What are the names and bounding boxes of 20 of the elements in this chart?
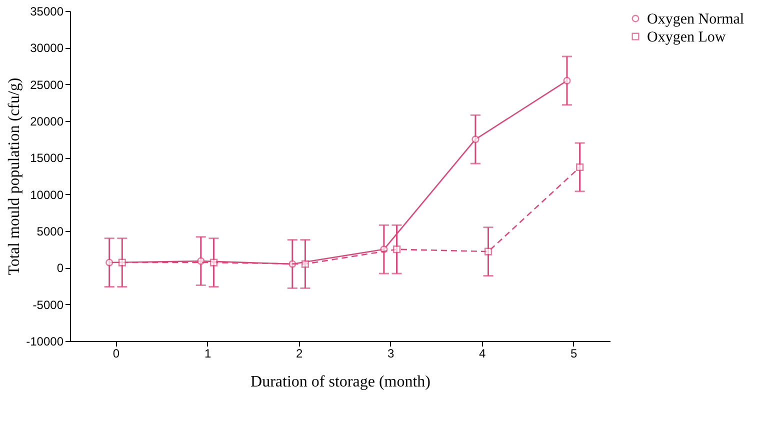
x-tick-label: 5 — [570, 346, 578, 360]
legend-label: Oxygen Low — [647, 30, 726, 46]
x-tick-label: 2 — [296, 346, 303, 360]
legend-label: Oxygen Normal — [647, 12, 744, 28]
y-tick-label: 35000 — [30, 4, 64, 18]
x-tick-label: 4 — [479, 346, 486, 360]
x-tick-label: 1 — [204, 346, 212, 360]
x-axis-title: Duration of storage (month) — [250, 374, 430, 390]
y-tick-label: 15000 — [30, 151, 64, 166]
x-tick-label: 0 — [112, 346, 120, 360]
y-tick-label: -5000 — [32, 298, 64, 312]
y-tick-label: 30000 — [30, 41, 64, 56]
y-tick-label: 0 — [56, 261, 64, 276]
y-tick-label: 25000 — [30, 78, 64, 92]
y-tick-label: 5000 — [36, 224, 64, 238]
y-axis-title: Total mould population (cfu/g) — [6, 78, 24, 276]
y-tick-label: 20000 — [30, 114, 64, 128]
x-tick-label: 3 — [387, 346, 394, 360]
y-tick-label: 10000 — [30, 188, 64, 202]
y-tick-label: -10000 — [26, 334, 64, 348]
